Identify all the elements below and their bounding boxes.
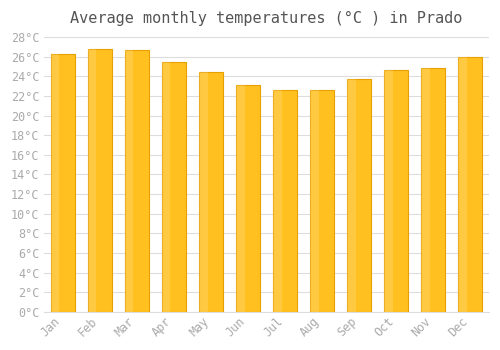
Bar [236, 85, 260, 312]
FancyBboxPatch shape [422, 68, 430, 312]
Bar [458, 57, 482, 312]
Bar [51, 54, 75, 312]
Bar [384, 70, 408, 312]
FancyBboxPatch shape [384, 70, 392, 312]
Bar [88, 49, 112, 312]
FancyBboxPatch shape [347, 79, 356, 312]
Bar [347, 79, 372, 312]
FancyBboxPatch shape [310, 90, 318, 312]
Bar [199, 72, 223, 312]
Bar [422, 68, 446, 312]
Bar [162, 62, 186, 312]
FancyBboxPatch shape [51, 54, 60, 312]
FancyBboxPatch shape [199, 72, 207, 312]
FancyBboxPatch shape [88, 49, 96, 312]
FancyBboxPatch shape [162, 62, 170, 312]
Bar [273, 90, 297, 312]
Bar [310, 90, 334, 312]
FancyBboxPatch shape [273, 90, 281, 312]
Title: Average monthly temperatures (°C ) in Prado: Average monthly temperatures (°C ) in Pr… [70, 11, 463, 26]
Bar [125, 50, 149, 312]
FancyBboxPatch shape [125, 50, 134, 312]
FancyBboxPatch shape [236, 85, 244, 312]
FancyBboxPatch shape [458, 57, 467, 312]
